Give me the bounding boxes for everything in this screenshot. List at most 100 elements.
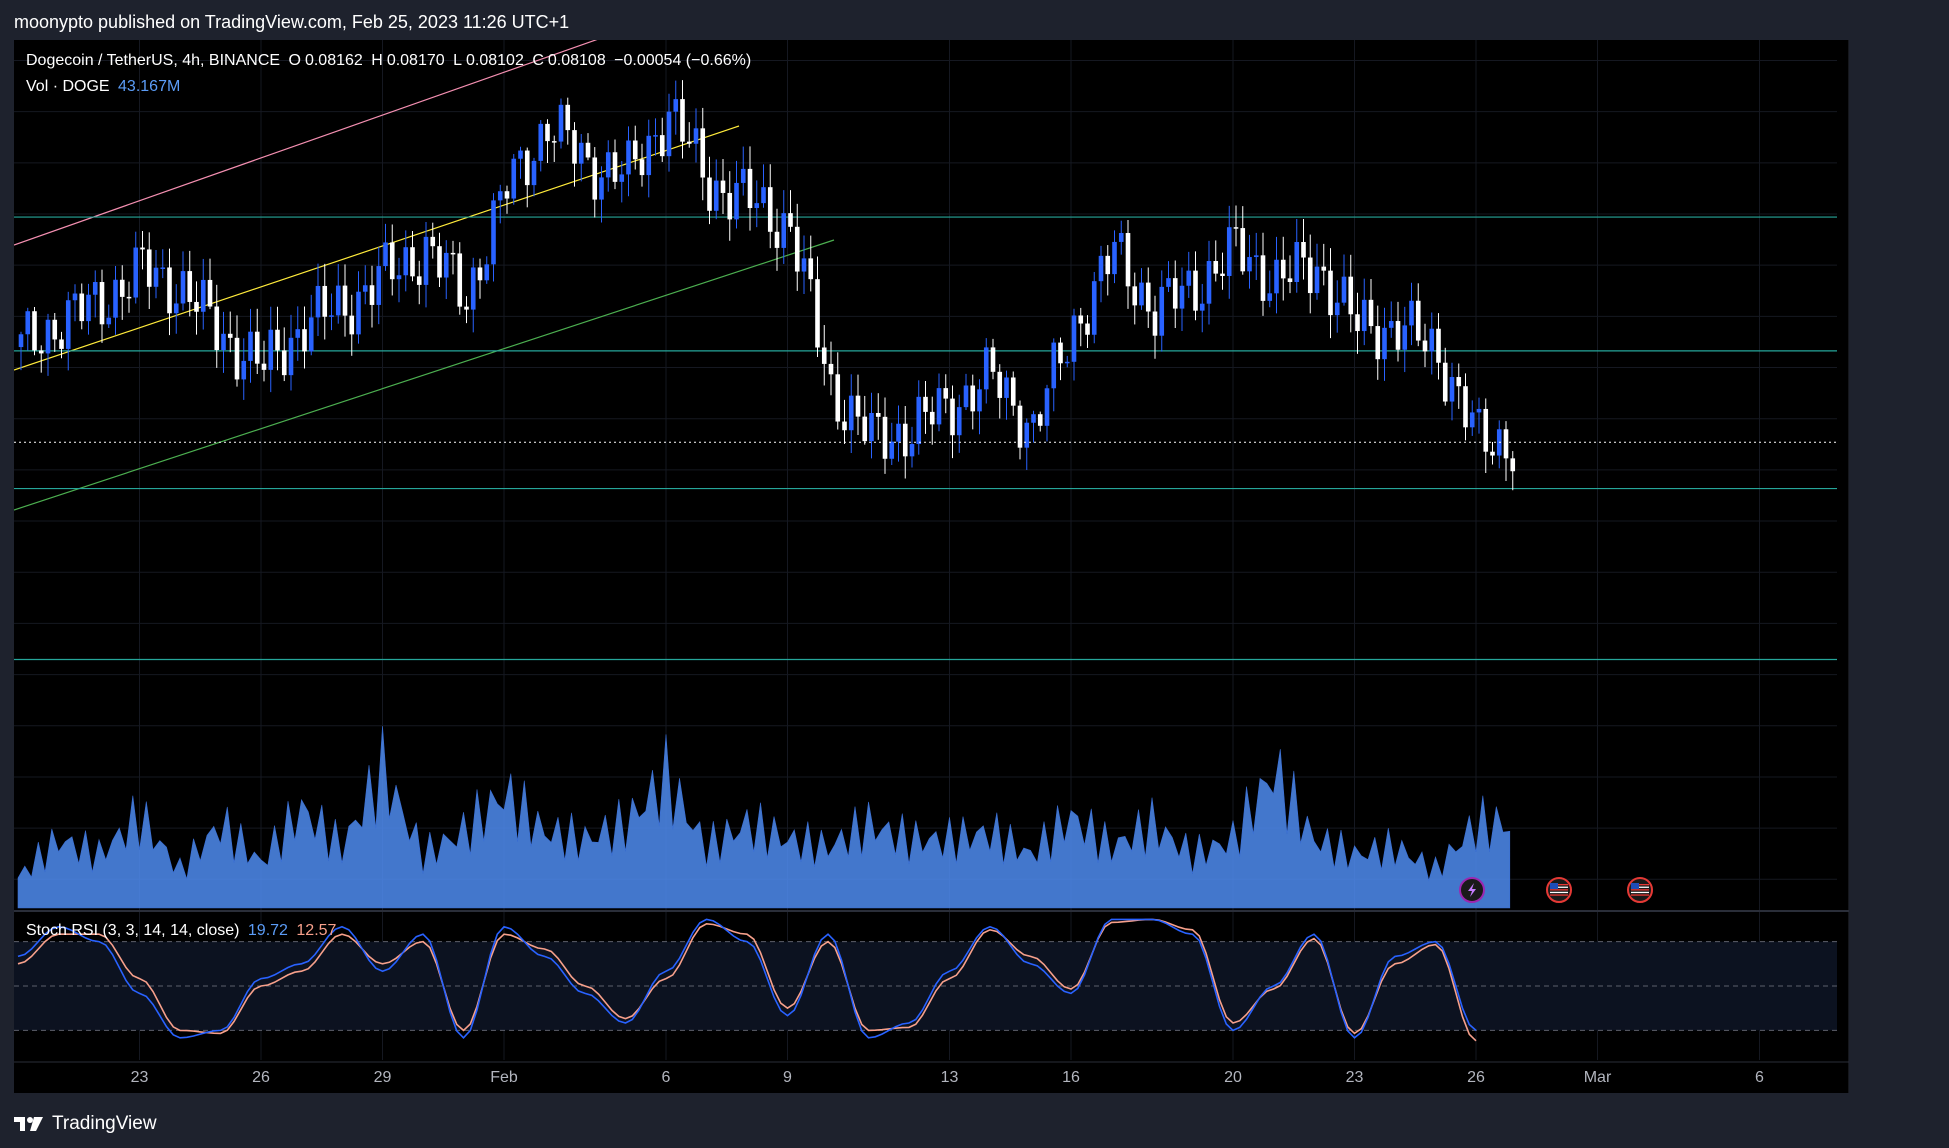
candle-body <box>1159 286 1165 336</box>
candle-body <box>329 315 334 317</box>
candle-body <box>902 423 908 457</box>
candle-body <box>1112 241 1117 275</box>
candle-body <box>653 135 658 137</box>
candle-body <box>862 416 868 442</box>
candle-body <box>727 192 733 220</box>
us-flag-event-icon <box>1546 877 1572 903</box>
candle-body <box>632 140 638 160</box>
candle-body <box>396 275 402 280</box>
flag-stripe <box>1550 894 1568 896</box>
candle-body <box>680 99 685 142</box>
candle-body <box>1179 285 1185 309</box>
flag-canton <box>1631 883 1639 889</box>
candle-body <box>524 150 530 186</box>
time-tick-label: 6 <box>1755 1069 1764 1086</box>
candle-body <box>275 329 280 351</box>
candle-body <box>146 249 152 287</box>
volume-area <box>17 726 1511 909</box>
stoch-k-value: 19.72 <box>247 922 288 939</box>
candle-body <box>1105 255 1111 275</box>
candle-body <box>626 140 631 175</box>
candle-body <box>1064 361 1070 364</box>
candle-body <box>781 213 787 248</box>
candle-body <box>707 177 712 211</box>
candle-body <box>875 413 881 417</box>
candle-body <box>639 159 645 176</box>
us-flag-event-icon <box>1627 877 1653 903</box>
candle-body <box>1395 321 1401 350</box>
candle-body <box>484 264 490 281</box>
candle-body <box>302 329 307 352</box>
candle-body <box>349 315 355 335</box>
time-tick-label: 26 <box>1467 1069 1485 1086</box>
candle-body <box>99 282 105 325</box>
candle-body <box>848 395 854 431</box>
candle-body <box>335 285 341 316</box>
candle-body <box>923 396 928 412</box>
candle-body <box>518 150 523 159</box>
candle-body <box>1213 261 1219 274</box>
candle-body <box>403 247 409 276</box>
candle-body <box>437 246 442 278</box>
candle-body <box>1078 315 1084 324</box>
candle-body <box>295 329 301 338</box>
candle-body <box>369 285 375 305</box>
candle-body <box>592 157 598 200</box>
flag-stripe <box>1550 886 1568 888</box>
candle-body <box>126 296 132 299</box>
candle-body <box>79 293 85 322</box>
candle-body <box>268 329 274 370</box>
time-tick-label: Feb <box>490 1069 518 1086</box>
candle-body <box>605 152 611 178</box>
candle-body <box>578 142 584 164</box>
candle-body <box>740 168 746 183</box>
candle-body <box>457 253 463 307</box>
candle-body <box>1274 259 1279 294</box>
candle-body <box>1071 315 1077 362</box>
candle-body <box>1051 342 1057 389</box>
candle-body <box>416 276 422 285</box>
candle-body <box>1004 377 1009 398</box>
candle-body <box>376 266 382 305</box>
candle-body <box>362 285 368 292</box>
candle-body <box>1024 422 1030 448</box>
chart-area[interactable]: USDT0.094000.092000.088000.086000.084000… <box>14 40 1849 1093</box>
candle-body <box>1166 278 1171 287</box>
volume-label: Vol · DOGE <box>26 78 110 95</box>
publish-bar: moonypto published on TradingView.com, F… <box>0 0 1949 40</box>
candle-body <box>491 200 496 265</box>
candle-body <box>511 158 517 199</box>
candle-body <box>821 347 827 364</box>
time-tick-label: 6 <box>662 1069 671 1086</box>
stoch-legend: Stoch RSI (3, 3, 14, 14, close) 19.72 12… <box>26 922 340 940</box>
candle-body <box>747 168 753 209</box>
candle-body <box>1253 255 1259 258</box>
candle-body <box>619 174 625 182</box>
candle-body <box>167 267 172 314</box>
candle-body <box>929 411 935 425</box>
time-tick-label: 23 <box>131 1069 149 1086</box>
candle-body <box>767 187 773 232</box>
high-value: 0.08170 <box>386 52 445 69</box>
candle-body <box>990 347 996 372</box>
candle-body <box>713 180 719 211</box>
candle-body <box>173 303 179 314</box>
candle-body <box>997 371 1003 398</box>
flag-stripe <box>1631 891 1649 894</box>
candle-body <box>855 395 861 417</box>
candle-body <box>545 123 550 142</box>
candle-body <box>106 317 112 325</box>
candle-body <box>531 160 537 186</box>
price-chart-svg[interactable]: USDT0.094000.092000.088000.086000.084000… <box>14 40 1849 1093</box>
candle-body <box>1321 266 1327 271</box>
close-label: C <box>532 52 544 69</box>
candle-body <box>389 242 395 280</box>
flag-stripe <box>1550 884 1568 886</box>
candle-body <box>828 363 834 375</box>
candle-body <box>1382 327 1387 360</box>
candle-body <box>835 374 841 422</box>
candle-body <box>1301 242 1306 258</box>
footer-brand: TradingView <box>52 1113 157 1134</box>
candle-body <box>410 247 415 277</box>
candle-body <box>889 441 895 459</box>
